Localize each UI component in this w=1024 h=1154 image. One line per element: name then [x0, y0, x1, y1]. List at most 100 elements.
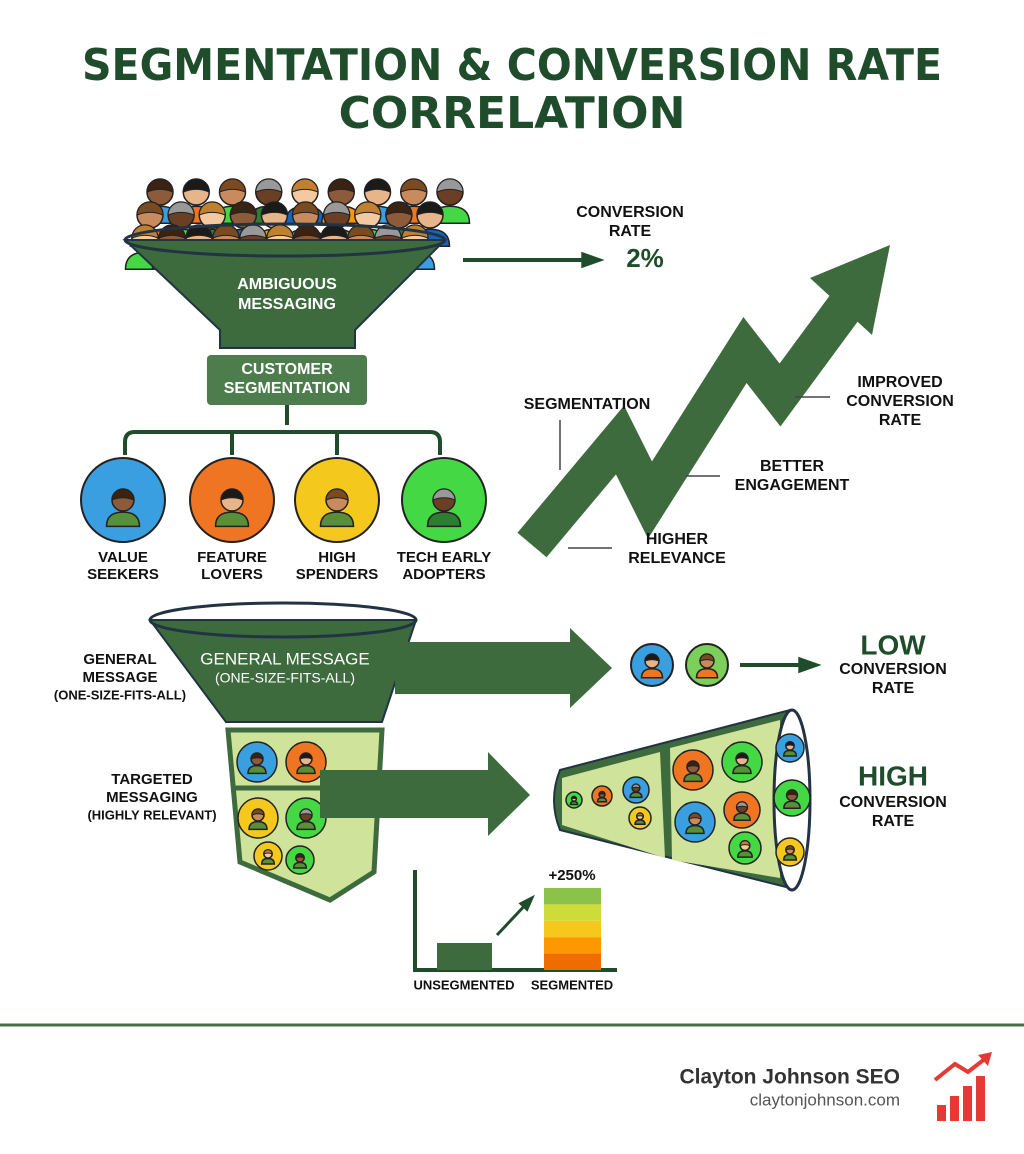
- arrow-head: [798, 656, 822, 674]
- person-body: [426, 511, 462, 528]
- person-body: [319, 511, 355, 528]
- funnel-top: [148, 619, 418, 723]
- person-hair: [699, 653, 715, 662]
- label: LOW: [860, 629, 926, 660]
- segmentation-box: [207, 355, 367, 405]
- person-body: [296, 820, 316, 831]
- person-hair: [644, 653, 660, 662]
- person-body: [248, 820, 268, 831]
- label: AMBIGUOUS: [237, 276, 337, 293]
- label: MESSAGING: [238, 296, 336, 313]
- person-body: [733, 812, 751, 822]
- label: HIGH: [858, 760, 928, 791]
- person-hair: [739, 840, 751, 847]
- person-hair: [198, 201, 226, 216]
- person-hair: [636, 812, 644, 818]
- person-hair: [260, 201, 288, 216]
- label: +250%: [548, 867, 595, 884]
- person-hair: [212, 224, 240, 239]
- logo-bar: [950, 1096, 959, 1121]
- label: RATE: [872, 680, 915, 697]
- person-hair: [385, 201, 413, 216]
- label: CONVERSION: [846, 393, 954, 410]
- label: 2%: [626, 243, 664, 273]
- person-hair: [327, 178, 355, 193]
- person-hair: [432, 488, 456, 501]
- title: CORRELATION: [339, 88, 686, 139]
- logo-bar: [937, 1105, 946, 1121]
- person-body: [596, 797, 608, 803]
- person-hair: [229, 201, 257, 216]
- person-body: [732, 764, 752, 775]
- label: GENERAL: [83, 651, 156, 668]
- person-hair: [736, 801, 748, 809]
- person-body: [683, 772, 703, 783]
- person-hair: [416, 201, 444, 216]
- person-hair: [688, 812, 702, 820]
- label: SPENDERS: [296, 566, 379, 583]
- person-hair: [293, 224, 321, 239]
- fat-arrow: [395, 628, 612, 708]
- label: RATE: [609, 223, 652, 240]
- person-body: [737, 850, 753, 858]
- person-hair: [354, 201, 382, 216]
- label: LOVERS: [201, 566, 263, 583]
- label: TECH EARLY: [397, 549, 491, 566]
- person-hair: [266, 224, 294, 239]
- person-hair: [325, 488, 349, 501]
- label: Clayton Johnson SEO: [679, 1066, 900, 1089]
- title: SEGMENTATION & CONVERSION RATE: [82, 40, 942, 91]
- person-hair: [292, 201, 320, 216]
- person-hair: [323, 201, 351, 216]
- person-hair: [136, 201, 164, 216]
- person-hair: [263, 849, 273, 855]
- label: SEGMENTED: [531, 977, 613, 992]
- fat-arrow: [320, 752, 530, 836]
- label: (HIGHLY RELEVANT): [87, 807, 216, 822]
- person-body: [783, 800, 801, 810]
- label: claytonjohnson.com: [750, 1090, 900, 1109]
- label: BETTER: [760, 458, 824, 475]
- person-body: [685, 824, 705, 835]
- person-body: [260, 857, 276, 865]
- person-hair: [735, 752, 749, 760]
- person-body: [629, 791, 643, 799]
- person-hair: [299, 752, 313, 760]
- label: FEATURE: [197, 549, 267, 566]
- person-hair: [111, 488, 135, 501]
- label: VALUE: [98, 549, 148, 566]
- bar: [437, 943, 492, 970]
- label: CUSTOMER: [241, 361, 333, 378]
- person-hair: [598, 791, 606, 796]
- arrow-head: [518, 894, 535, 912]
- label: SEGMENTATION: [524, 396, 651, 413]
- person-hair: [182, 178, 210, 193]
- label: UNSEGMENTED: [413, 977, 514, 992]
- person-hair: [146, 178, 174, 193]
- person-body: [640, 667, 664, 679]
- person-hair: [400, 178, 428, 193]
- person-hair: [786, 789, 798, 797]
- person-body: [247, 764, 267, 775]
- person-body: [296, 764, 316, 775]
- person-hair: [218, 178, 247, 193]
- label: RATE: [872, 813, 915, 830]
- logo-arrow: [933, 1056, 988, 1082]
- person-hair: [320, 224, 348, 239]
- person-hair: [347, 224, 375, 239]
- label: CONVERSION: [839, 661, 947, 678]
- bar-segment: [544, 888, 601, 905]
- logo-arrow-head: [978, 1052, 992, 1066]
- logo-bar: [976, 1076, 985, 1121]
- label: MESSAGING: [106, 789, 198, 806]
- person-hair: [436, 178, 464, 193]
- person-body: [214, 511, 250, 528]
- arrow-head: [581, 251, 605, 269]
- label: RATE: [879, 412, 922, 429]
- person-hair: [255, 178, 283, 193]
- label: HIGH: [318, 549, 356, 566]
- growth-arrow: [517, 288, 866, 558]
- person-body: [782, 853, 798, 861]
- label: RELEVANCE: [628, 550, 726, 567]
